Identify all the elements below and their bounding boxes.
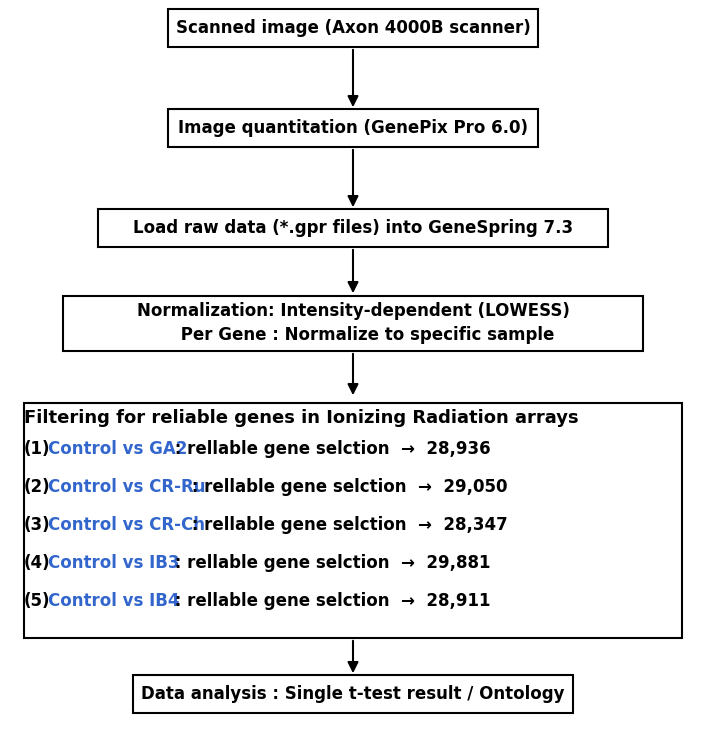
Text: : rellable gene selction  →  28,936: : rellable gene selction → 28,936: [169, 440, 491, 458]
Text: (2): (2): [24, 478, 51, 496]
Bar: [133, 675, 573, 713]
Text: : rellable gene selction  →  29,050: : rellable gene selction → 29,050: [186, 478, 508, 496]
Bar: [98, 209, 608, 247]
Text: (4): (4): [24, 554, 51, 572]
Text: (1): (1): [24, 440, 50, 458]
Text: Control vs GA2: Control vs GA2: [48, 440, 187, 458]
Bar: [168, 9, 538, 47]
Text: Load raw data (*.gpr files) into GeneSpring 7.3: Load raw data (*.gpr files) into GeneSpr…: [133, 219, 573, 237]
Bar: [168, 109, 538, 147]
Text: Data analysis : Single t-test result / Ontology: Data analysis : Single t-test result / O…: [141, 685, 565, 703]
Text: Control vs IB3: Control vs IB3: [48, 554, 180, 572]
Text: Scanned image (Axon 4000B scanner): Scanned image (Axon 4000B scanner): [175, 19, 530, 37]
Text: (3): (3): [24, 516, 51, 534]
Text: : rellable gene selction  →  28,347: : rellable gene selction → 28,347: [186, 516, 508, 534]
Text: Control vs IB4: Control vs IB4: [48, 592, 180, 610]
Text: Control vs CR-Ru: Control vs CR-Ru: [48, 478, 206, 496]
Text: : rellable gene selction  →  28,911: : rellable gene selction → 28,911: [169, 592, 491, 610]
Text: Normalization: Intensity-dependent (LOWESS)
     Per Gene : Normalize to specifi: Normalization: Intensity-dependent (LOWE…: [136, 302, 569, 344]
Text: Control vs CR-Ch: Control vs CR-Ch: [48, 516, 205, 534]
Text: : rellable gene selction  →  29,881: : rellable gene selction → 29,881: [169, 554, 491, 572]
Text: Filtering for reliable genes in Ionizing Radiation arrays: Filtering for reliable genes in Ionizing…: [24, 409, 578, 427]
Bar: [24, 403, 682, 638]
Bar: [63, 296, 643, 351]
Text: Image quantitation (GenePix Pro 6.0): Image quantitation (GenePix Pro 6.0): [178, 119, 528, 137]
Text: (5): (5): [24, 592, 50, 610]
